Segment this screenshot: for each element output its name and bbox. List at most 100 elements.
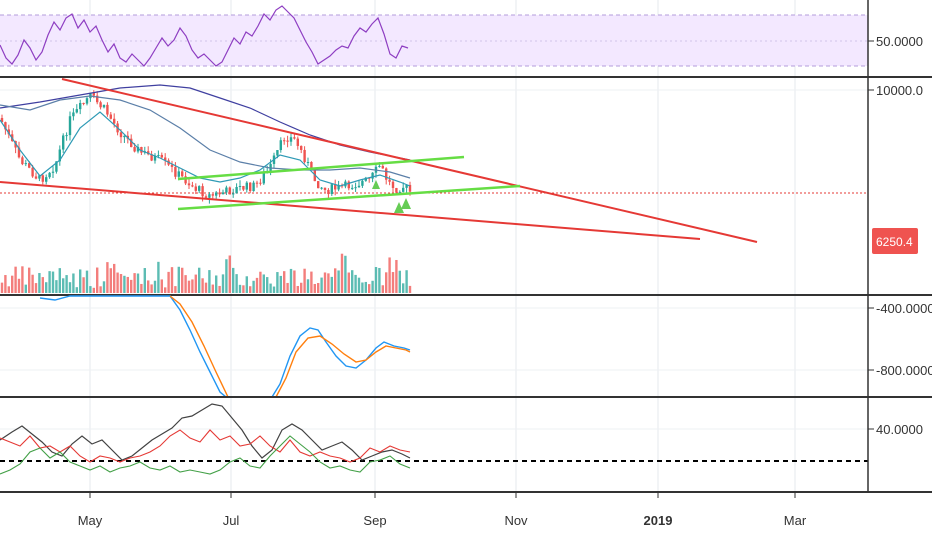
volume-bar <box>232 267 235 293</box>
volume-bar <box>395 259 398 293</box>
macd-axis-label-minus400: -400.0000 <box>876 301 932 316</box>
candle-body <box>327 189 330 195</box>
volume-bar <box>252 280 255 293</box>
rsi-pane[interactable] <box>0 5 932 78</box>
volume-bar <box>374 267 378 293</box>
candle-body <box>21 157 24 165</box>
volume-bar <box>330 276 333 293</box>
volume-bar <box>340 253 344 293</box>
candle-body <box>96 95 99 103</box>
volume-bar <box>293 270 296 293</box>
candle-body <box>323 187 327 190</box>
candle-body <box>119 132 123 138</box>
volume-bar <box>221 274 225 293</box>
volume-bar <box>123 275 126 293</box>
candle-body <box>45 177 48 182</box>
dmi-axis-label-40: 40.0000 <box>876 422 923 437</box>
trendline-lower-support <box>0 181 701 240</box>
volume-bar <box>157 261 160 293</box>
volume-bar <box>126 276 129 293</box>
candle-body <box>385 168 388 180</box>
volume-bar <box>279 275 282 293</box>
volume-bar <box>204 282 208 293</box>
volume-bar <box>109 268 112 293</box>
volume-bar <box>72 273 75 293</box>
candle-body <box>72 112 75 117</box>
volume-bar <box>398 270 401 293</box>
volume-bar <box>320 277 323 293</box>
volume-bar <box>303 268 306 293</box>
volume-bar <box>408 285 412 293</box>
volume-bar <box>198 267 201 293</box>
candle-body <box>187 183 191 186</box>
candle-body <box>252 182 255 192</box>
volume-bar <box>385 272 388 293</box>
volume-bar <box>106 262 109 293</box>
candle-body <box>211 194 214 196</box>
volume-bar <box>235 274 238 293</box>
candle-body <box>235 187 238 194</box>
volume-bar <box>391 272 395 293</box>
volume-bar <box>327 273 330 293</box>
volume-bar <box>62 278 65 293</box>
candle-body <box>198 186 201 191</box>
volume-bar <box>211 284 214 293</box>
volume-bar <box>334 268 337 293</box>
volume-bar <box>38 273 41 293</box>
volume-bar <box>170 267 174 293</box>
price-axis-label-10000: 10000.0 <box>876 83 923 98</box>
volume-bar <box>184 275 187 293</box>
candle-body <box>140 147 143 153</box>
volume-bar <box>262 274 265 293</box>
volume-bar <box>17 278 21 293</box>
candle-body <box>133 147 136 152</box>
volume-bar <box>225 259 228 293</box>
volume-bar <box>289 268 293 293</box>
time-label-may: May <box>78 513 103 528</box>
candle-body <box>255 182 259 184</box>
candle-body <box>232 193 235 195</box>
dmi-pane[interactable] <box>0 403 932 493</box>
macd-pane[interactable] <box>0 295 932 398</box>
time-label-nov: Nov <box>504 513 528 528</box>
candle-body <box>68 116 72 136</box>
candle-body <box>357 185 361 188</box>
candle-body <box>279 140 282 151</box>
volume-bar <box>255 277 259 293</box>
volume-bar <box>24 284 27 293</box>
candle-body <box>296 138 299 146</box>
right-axis[interactable]: 50.0000 10000.0 6250.4 -400.0000 -800.00… <box>868 34 932 437</box>
volume-bar <box>11 275 14 293</box>
candle-body <box>0 118 4 123</box>
candle-body <box>228 187 231 195</box>
time-label-sep: Sep <box>363 513 386 528</box>
candle-body <box>391 181 395 188</box>
time-axis[interactable]: May Jul Sep Nov 2019 Mar <box>78 492 807 528</box>
volume-bar <box>4 275 7 293</box>
plus-di-line <box>0 429 411 463</box>
candle-body <box>381 165 384 169</box>
candle-body <box>48 172 51 178</box>
candle-body <box>58 149 61 162</box>
candle-body <box>55 161 58 172</box>
candle-body <box>351 187 354 189</box>
volume-bar <box>300 282 303 293</box>
candle-body <box>330 184 333 195</box>
candle-body <box>31 167 34 177</box>
candle-body <box>109 114 112 119</box>
volume-bars <box>0 253 412 293</box>
volume-bar <box>116 272 119 293</box>
candle-body <box>317 181 320 189</box>
candle-body <box>28 163 31 168</box>
candle-body <box>225 187 228 193</box>
volume-bar <box>68 282 72 293</box>
volume-bar <box>317 283 320 293</box>
volume-bar <box>113 263 116 293</box>
volume-bar <box>99 286 102 293</box>
time-label-jul: Jul <box>223 513 240 528</box>
price-pane[interactable] <box>0 78 932 296</box>
candle-body <box>181 171 184 177</box>
signal-line <box>169 295 411 398</box>
